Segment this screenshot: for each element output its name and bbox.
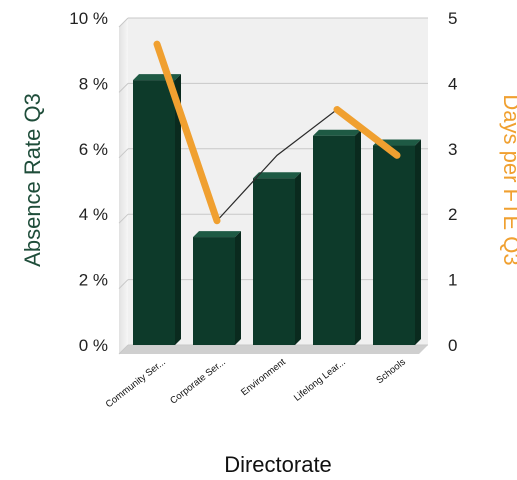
series-line	[153, 40, 221, 225]
bar-side	[175, 74, 181, 345]
series-line	[333, 106, 401, 159]
floor	[119, 345, 428, 354]
bar-top	[253, 172, 301, 179]
plot-area: 0 % 2 % 4 % 6 % 8 % 10 % 0 1 2 3 4 5 Community Ser..…	[69, 9, 457, 410]
bar	[373, 145, 415, 345]
y-tick-label: 4 %	[79, 205, 108, 224]
gridline-side	[118, 344, 129, 355]
bar	[133, 80, 175, 345]
y2-tick-label: 0	[448, 336, 457, 355]
y-tick-label: 8 %	[79, 74, 108, 93]
y-tick-label: 6 %	[79, 140, 108, 159]
y2-tick-label: 3	[448, 140, 457, 159]
y-tick-label: 10 %	[69, 9, 108, 28]
bar-top	[193, 231, 241, 238]
side-wall	[119, 18, 128, 354]
bar-side	[415, 139, 421, 345]
y-tick-label: 0 %	[79, 336, 108, 355]
gridline-side	[118, 213, 129, 224]
x-tick-label: Environment	[239, 356, 288, 398]
bar-top	[313, 129, 361, 136]
bar-side	[355, 129, 361, 345]
y-axis-title: Absence Rate Q3	[20, 93, 45, 267]
y2-tick-label: 2	[448, 205, 457, 224]
bar	[313, 135, 355, 345]
bar-side	[295, 172, 301, 345]
gridline-side	[118, 279, 129, 289]
y2-axis-title: Days per FTE Q3	[499, 94, 517, 265]
y2-tick-label: 4	[448, 74, 457, 93]
x-tick-label: Schools	[374, 357, 408, 387]
x-tick-label: Corporate Ser...	[168, 357, 228, 407]
y2-tick-label: 1	[448, 271, 457, 290]
x-tick-label: Lifelong Lear...	[292, 357, 348, 404]
gridline-side	[118, 83, 129, 93]
x-axis-title: Directorate	[224, 452, 332, 477]
y2-tick-label: 5	[448, 9, 457, 28]
bar	[193, 237, 235, 345]
bar-top	[133, 74, 181, 81]
gridline-side	[118, 17, 129, 28]
bar-side	[235, 231, 241, 345]
bar	[253, 178, 295, 345]
x-tick-label: Community Ser...	[104, 357, 168, 411]
y-tick-label: 2 %	[79, 271, 108, 290]
gridline-side	[118, 148, 129, 159]
